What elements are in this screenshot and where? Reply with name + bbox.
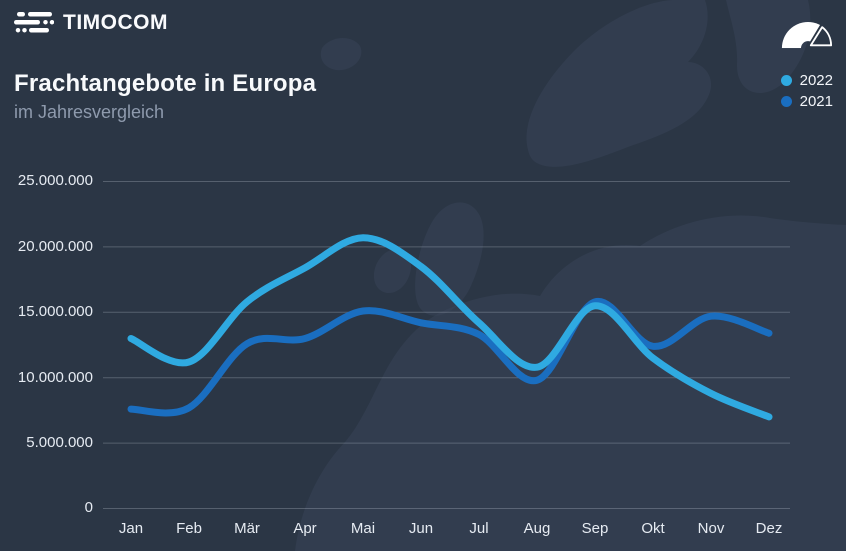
x-axis-label-sep: Sep xyxy=(581,520,609,537)
x-axis-label-dez: Dez xyxy=(755,520,783,537)
timocom-logo: TIMOCOM xyxy=(14,11,168,35)
page-subtitle: im Jahresvergleich xyxy=(14,102,165,122)
y-axis-label: 10.000.000 xyxy=(17,369,93,386)
x-axis-label-mar: Mär xyxy=(234,520,260,537)
legend-item-2022: 2022 xyxy=(780,72,833,89)
x-axis-label-jun: Jun xyxy=(408,520,434,537)
legend-item-2021: 2021 xyxy=(780,93,833,110)
x-axis-label-nov: Nov xyxy=(697,520,725,537)
gridlines xyxy=(103,181,790,509)
x-axis-label-aug: Aug xyxy=(523,520,551,537)
line-series-2022 xyxy=(127,234,773,421)
x-axis-label-jan: Jan xyxy=(118,520,144,537)
legend-label-2021: 2021 xyxy=(799,93,833,110)
page-title: Frachtangebote in Europa xyxy=(14,70,317,97)
speedometer-gauge-icon xyxy=(780,9,836,50)
chart-legend: 2022 2021 xyxy=(780,72,833,110)
legend-label-2022: 2022 xyxy=(799,72,833,89)
legend-dot-2021-icon xyxy=(780,96,792,107)
x-axis-label-okt: Okt xyxy=(641,520,665,537)
y-axis-label: 20.000.000 xyxy=(17,238,93,255)
y-axis-label: 25.000.000 xyxy=(17,172,93,189)
timocom-logo-icon xyxy=(14,12,54,33)
x-axis-label-jul: Jul xyxy=(469,520,489,537)
legend-dot-2022-icon xyxy=(780,75,792,86)
x-axis-label-mai: Mai xyxy=(350,520,376,537)
brand-name: TIMOCOM xyxy=(63,11,168,34)
y-axis-label: 0 xyxy=(84,499,93,516)
y-axis-label: 5.000.000 xyxy=(26,434,93,451)
y-axis-label: 15.000.000 xyxy=(17,303,93,320)
x-axis-label-feb: Feb xyxy=(176,520,202,537)
line-series-2021 xyxy=(127,298,773,417)
x-axis-label-apr: Apr xyxy=(293,520,317,537)
